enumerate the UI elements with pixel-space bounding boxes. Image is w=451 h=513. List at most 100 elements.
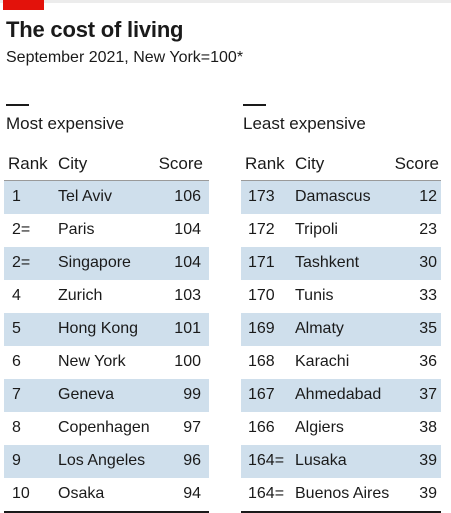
rank-cell: 172 — [248, 221, 275, 238]
table-row: 4 Zurich 103 — [4, 280, 209, 313]
score-cell: 37 — [419, 386, 437, 403]
rank-cell: 6 — [12, 353, 21, 370]
table-row: 164= Buenos Aires 39 — [241, 478, 441, 511]
city-cell: Tel Aviv — [58, 188, 112, 205]
rank-cell: 8 — [12, 419, 21, 436]
column-header-score: Score — [158, 154, 203, 173]
table-row: 166 Algiers 38 — [241, 412, 441, 445]
table-row: 173 Damascus 12 — [241, 181, 441, 214]
table-row: 169 Almaty 35 — [241, 313, 441, 346]
score-cell: 97 — [183, 419, 201, 436]
score-cell: 103 — [174, 287, 201, 304]
column-header-rank: Rank — [245, 154, 285, 173]
table-row: 1 Tel Aviv 106 — [4, 181, 209, 214]
rank-cell: 168 — [248, 353, 275, 370]
city-cell: Ahmedabad — [295, 386, 382, 403]
score-cell: 38 — [419, 419, 437, 436]
city-cell: Zurich — [58, 287, 103, 304]
rank-cell: 2= — [12, 254, 31, 271]
city-cell: Buenos Aires — [295, 485, 390, 502]
table-body: 173 Damascus 12 172 Tripoli 23 171 Tashk… — [241, 181, 441, 511]
score-cell: 36 — [419, 353, 437, 370]
score-cell: 100 — [174, 353, 201, 370]
rank-cell: 169 — [248, 320, 275, 337]
city-cell: Damascus — [295, 188, 371, 205]
city-cell: Almaty — [295, 320, 344, 337]
city-cell: Tunis — [295, 287, 334, 304]
score-cell: 106 — [174, 188, 201, 205]
table-row: 8 Copenhagen 97 — [4, 412, 209, 445]
city-cell: Tripoli — [295, 221, 338, 238]
section-rule — [6, 104, 29, 106]
score-cell: 30 — [419, 254, 437, 271]
rank-cell: 173 — [248, 188, 275, 205]
table-row: 7 Geneva 99 — [4, 379, 209, 412]
city-cell: Karachi — [295, 353, 350, 370]
table-row: 2= Singapore 104 — [4, 247, 209, 280]
city-cell: Algiers — [295, 419, 344, 436]
header-rule — [4, 180, 209, 181]
rank-cell: 10 — [12, 485, 30, 502]
rank-cell: 4 — [12, 287, 21, 304]
table-row: 164= Lusaka 39 — [241, 445, 441, 478]
rank-cell: 9 — [12, 452, 21, 469]
table-row: 167 Ahmedabad 37 — [241, 379, 441, 412]
brand-tag — [3, 0, 44, 10]
city-cell: New York — [58, 353, 126, 370]
column-header-rank: Rank — [8, 154, 48, 173]
city-cell: Los Angeles — [58, 452, 146, 469]
chart-subtitle: September 2021, New York=100* — [6, 49, 244, 66]
table-row: 168 Karachi 36 — [241, 346, 441, 379]
table-body: 1 Tel Aviv 106 2= Paris 104 2= Singapore… — [4, 181, 209, 511]
rank-cell: 166 — [248, 419, 275, 436]
rank-cell: 164= — [248, 452, 285, 469]
score-cell: 23 — [419, 221, 437, 238]
score-cell: 39 — [419, 452, 437, 469]
table-row: 6 New York 100 — [4, 346, 209, 379]
table-row: 172 Tripoli 23 — [241, 214, 441, 247]
score-cell: 104 — [174, 254, 201, 271]
score-cell: 94 — [183, 485, 201, 502]
table-row: 170 Tunis 33 — [241, 280, 441, 313]
least-expensive-title: Least expensive — [243, 114, 366, 133]
rank-cell: 1 — [12, 188, 21, 205]
rank-cell: 5 — [12, 320, 21, 337]
score-cell: 35 — [419, 320, 437, 337]
table-row: 9 Los Angeles 96 — [4, 445, 209, 478]
score-cell: 101 — [174, 320, 201, 337]
top-border — [0, 0, 451, 3]
table-row: 10 Osaka 94 — [4, 478, 209, 511]
city-cell: Geneva — [58, 386, 115, 403]
rank-cell: 167 — [248, 386, 275, 403]
column-header-city: City — [58, 154, 88, 173]
score-cell: 12 — [419, 188, 437, 205]
section-rule — [243, 104, 266, 106]
city-cell: Paris — [58, 221, 95, 238]
city-cell: Hong Kong — [58, 320, 139, 337]
city-cell: Singapore — [58, 254, 131, 271]
city-cell: Lusaka — [295, 452, 347, 469]
chart-title: The cost of living — [6, 17, 184, 42]
score-cell: 96 — [183, 452, 201, 469]
table-row: 2= Paris 104 — [4, 214, 209, 247]
column-header-score: Score — [394, 154, 439, 173]
score-cell: 39 — [419, 485, 437, 502]
rank-cell: 164= — [248, 485, 285, 502]
table-row: 171 Tashkent 30 — [241, 247, 441, 280]
most-expensive-table: Most expensive Rank City Score 1 Tel Avi… — [4, 104, 209, 513]
city-cell: Copenhagen — [58, 419, 150, 436]
rank-cell: 2= — [12, 221, 31, 238]
table-row: 5 Hong Kong 101 — [4, 313, 209, 346]
rank-cell: 7 — [12, 386, 21, 403]
city-cell: Tashkent — [295, 254, 360, 271]
most-expensive-title: Most expensive — [6, 114, 125, 133]
city-cell: Osaka — [58, 485, 105, 502]
least-expensive-table: Least expensive Rank City Score 173 Dama… — [241, 104, 441, 513]
score-cell: 99 — [183, 386, 201, 403]
column-header-city: City — [295, 154, 325, 173]
score-cell: 33 — [419, 287, 437, 304]
header-rule — [241, 180, 441, 181]
score-cell: 104 — [174, 221, 201, 238]
rank-cell: 171 — [248, 254, 275, 271]
rank-cell: 170 — [248, 287, 275, 304]
